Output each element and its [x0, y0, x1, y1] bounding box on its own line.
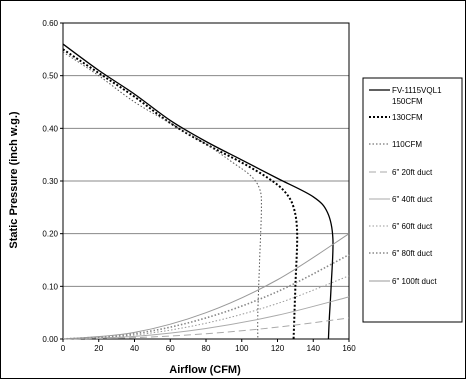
grid-lines: [63, 75, 349, 287]
series-line-4: [62, 317, 350, 340]
series-line-7: [62, 254, 350, 340]
y-tick-label: 0.60: [42, 19, 58, 28]
x-tick-label: 100: [235, 344, 249, 353]
x-axis-label: Airflow (CFM): [169, 364, 241, 376]
series-line-8: [62, 233, 350, 340]
x-tick-label: 120: [271, 344, 285, 353]
y-axis-label: Static Pressure (inch w.g.): [8, 111, 20, 248]
series-line-6: [62, 275, 350, 340]
x-axis-ticks: 0 20 40 60 80 100 120 140 160: [61, 339, 356, 353]
x-tick-label: 0: [61, 344, 66, 353]
legend-label-3: 110CFM: [392, 140, 422, 149]
legend-label-1: FV-1115VQL1: [392, 86, 442, 95]
legend-label-2: 130CFM: [392, 113, 423, 122]
y-axis-ticks: 0.00 0.10 0.20 0.30 0.40 0.50 0.60: [42, 19, 63, 344]
y-tick-label: 0.10: [42, 282, 58, 291]
series-line-2: [62, 48, 299, 340]
legend-label-5: 6" 40ft duct: [392, 195, 433, 204]
series-curves: [62, 43, 350, 340]
legend-label-7: 6" 80ft duct: [392, 249, 433, 258]
series-line-1: [62, 43, 334, 340]
legend: FV-1115VQL1 150CFM 130CFM 110CFM 6" 20ft duc…: [369, 86, 442, 286]
series-line-5: [62, 296, 350, 340]
x-tick-label: 20: [94, 344, 103, 353]
x-tick-label: 80: [202, 344, 211, 353]
x-tick-label: 140: [307, 344, 321, 353]
legend-label-4: 6" 20ft duct: [392, 168, 433, 177]
x-tick-label: 160: [342, 344, 356, 353]
legend-label-6: 6" 60ft duct: [392, 222, 433, 231]
y-tick-label: 0.40: [42, 124, 58, 133]
y-tick-label: 0.00: [42, 335, 58, 344]
x-tick-label: 60: [166, 344, 175, 353]
x-tick-label: 40: [130, 344, 139, 353]
legend-label-1: 150CFM: [392, 97, 423, 106]
legend-label-8: 6" 100ft duct: [392, 277, 437, 286]
y-tick-label: 0.30: [42, 177, 58, 186]
y-tick-label: 0.20: [42, 230, 58, 239]
y-tick-label: 0.50: [42, 72, 58, 81]
